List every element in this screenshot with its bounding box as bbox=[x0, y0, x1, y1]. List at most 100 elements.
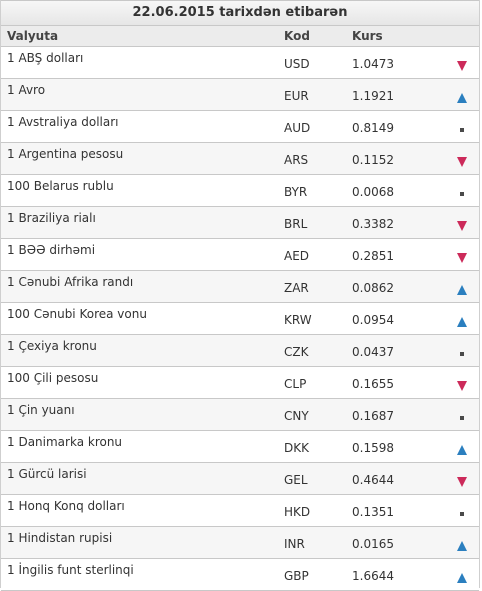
currency-code: ZAR bbox=[284, 281, 309, 295]
exchange-rate: 1.6644 bbox=[352, 569, 394, 583]
table-row: 1 İngilis funt sterlinqi GBP 1.6644 bbox=[1, 559, 479, 591]
currency-code: CZK bbox=[284, 345, 309, 359]
currency-code: INR bbox=[284, 537, 305, 551]
currency-code: CNY bbox=[284, 409, 309, 423]
unchanged-square-icon bbox=[456, 508, 468, 520]
currency-code: BYR bbox=[284, 185, 308, 199]
column-header-currency: Valyuta bbox=[7, 29, 59, 43]
arrow-down-icon bbox=[456, 220, 468, 232]
exchange-rate: 0.0068 bbox=[352, 185, 394, 199]
exchange-rate: 0.0954 bbox=[352, 313, 394, 327]
exchange-rate: 0.1152 bbox=[352, 153, 394, 167]
currency-name: 100 Belarus rublu bbox=[7, 179, 114, 193]
currency-name: 1 Avro bbox=[7, 83, 46, 97]
arrow-up-icon bbox=[456, 572, 468, 584]
trend-cell bbox=[428, 495, 479, 526]
table-body: 1 ABŞ dolları USD 1.0473 1 Avro EUR 1.1921 1 A… bbox=[1, 47, 479, 591]
table-row: 1 Gürcü larisi GEL 0.4644 bbox=[1, 463, 479, 495]
unchanged-square-icon bbox=[456, 348, 468, 360]
currency-name: 1 Braziliya rialı bbox=[7, 211, 96, 225]
exchange-rate: 0.1351 bbox=[352, 505, 394, 519]
table-header: Valyuta Kod Kurs bbox=[1, 26, 479, 47]
currency-name: 1 Avstraliya dolları bbox=[7, 115, 119, 129]
table-title: 22.06.2015 tarixdən etibarən bbox=[1, 0, 479, 26]
exchange-rate: 0.0165 bbox=[352, 537, 394, 551]
currency-code: GEL bbox=[284, 473, 308, 487]
currency-name: 1 BƏƏ dirhəmi bbox=[7, 243, 96, 257]
currency-name: 1 Gürcü larisi bbox=[7, 467, 87, 481]
table-row: 1 Avstraliya dolları AUD 0.8149 bbox=[1, 111, 479, 143]
exchange-rate: 1.1921 bbox=[352, 89, 394, 103]
exchange-rate: 0.0437 bbox=[352, 345, 394, 359]
currency-code: ARS bbox=[284, 153, 309, 167]
currency-name: 1 Danimarka kronu bbox=[7, 435, 123, 449]
currency-name: 100 Çili pesosu bbox=[7, 371, 99, 385]
currency-code: EUR bbox=[284, 89, 309, 103]
currency-code: KRW bbox=[284, 313, 312, 327]
exchange-rate: 1.0473 bbox=[352, 57, 394, 71]
table-row: 1 Cənubi Afrika randı ZAR 0.0862 bbox=[1, 271, 479, 303]
trend-cell bbox=[428, 431, 479, 462]
unchanged-square-icon bbox=[456, 124, 468, 136]
trend-cell bbox=[428, 79, 479, 110]
arrow-up-icon bbox=[456, 316, 468, 328]
table-row: 1 Çexiya kronu CZK 0.0437 bbox=[1, 335, 479, 367]
trend-cell bbox=[428, 303, 479, 334]
table-row: 1 Hindistan rupisi INR 0.0165 bbox=[1, 527, 479, 559]
table-row: 100 Çili pesosu CLP 0.1655 bbox=[1, 367, 479, 399]
arrow-up-icon bbox=[456, 540, 468, 552]
exchange-rate: 0.0862 bbox=[352, 281, 394, 295]
exchange-rate: 0.8149 bbox=[352, 121, 394, 135]
currency-name: 1 Çin yuanı bbox=[7, 403, 75, 417]
currency-name: 100 Cənubi Korea vonu bbox=[7, 307, 147, 321]
table-row: 1 Honq Konq dolları HKD 0.1351 bbox=[1, 495, 479, 527]
arrow-up-icon bbox=[456, 284, 468, 296]
exchange-rate: 0.1655 bbox=[352, 377, 394, 391]
currency-code: GBP bbox=[284, 569, 309, 583]
column-header-code: Kod bbox=[284, 29, 310, 43]
trend-cell bbox=[428, 47, 479, 78]
column-header-trend bbox=[428, 26, 479, 46]
table-row: 1 Braziliya rialı BRL 0.3382 bbox=[1, 207, 479, 239]
trend-cell bbox=[428, 111, 479, 142]
exchange-rate: 0.3382 bbox=[352, 217, 394, 231]
arrow-down-icon bbox=[456, 476, 468, 488]
currency-name: 1 Honq Konq dolları bbox=[7, 499, 125, 513]
trend-cell bbox=[428, 559, 479, 590]
currency-code: DKK bbox=[284, 441, 309, 455]
arrow-up-icon bbox=[456, 444, 468, 456]
table-row: 1 ABŞ dolları USD 1.0473 bbox=[1, 47, 479, 79]
exchange-rate: 0.2851 bbox=[352, 249, 394, 263]
arrow-down-icon bbox=[456, 156, 468, 168]
trend-cell bbox=[428, 399, 479, 430]
currency-code: BRL bbox=[284, 217, 308, 231]
table-row: 1 BƏƏ dirhəmi AED 0.2851 bbox=[1, 239, 479, 271]
currency-name: 1 Çexiya kronu bbox=[7, 339, 97, 353]
currency-code: AED bbox=[284, 249, 310, 263]
exchange-rate: 0.1598 bbox=[352, 441, 394, 455]
arrow-down-icon bbox=[456, 252, 468, 264]
trend-cell bbox=[428, 271, 479, 302]
currency-name: 1 Hindistan rupisi bbox=[7, 531, 113, 545]
trend-cell bbox=[428, 143, 479, 174]
column-header-rate: Kurs bbox=[352, 29, 383, 43]
unchanged-square-icon bbox=[456, 412, 468, 424]
trend-cell bbox=[428, 367, 479, 398]
trend-cell bbox=[428, 175, 479, 206]
table-row: 1 Argentina pesosu ARS 0.1152 bbox=[1, 143, 479, 175]
currency-name: 1 İngilis funt sterlinqi bbox=[7, 563, 134, 577]
trend-cell bbox=[428, 239, 479, 270]
trend-cell bbox=[428, 207, 479, 238]
exchange-rate: 0.1687 bbox=[352, 409, 394, 423]
trend-cell bbox=[428, 463, 479, 494]
currency-name: 1 Cənubi Afrika randı bbox=[7, 275, 134, 289]
currency-code: USD bbox=[284, 57, 310, 71]
currency-code: AUD bbox=[284, 121, 311, 135]
currency-code: HKD bbox=[284, 505, 311, 519]
trend-cell bbox=[428, 335, 479, 366]
currency-code: CLP bbox=[284, 377, 307, 391]
arrow-up-icon bbox=[456, 92, 468, 104]
unchanged-square-icon bbox=[456, 188, 468, 200]
exchange-rate: 0.4644 bbox=[352, 473, 394, 487]
